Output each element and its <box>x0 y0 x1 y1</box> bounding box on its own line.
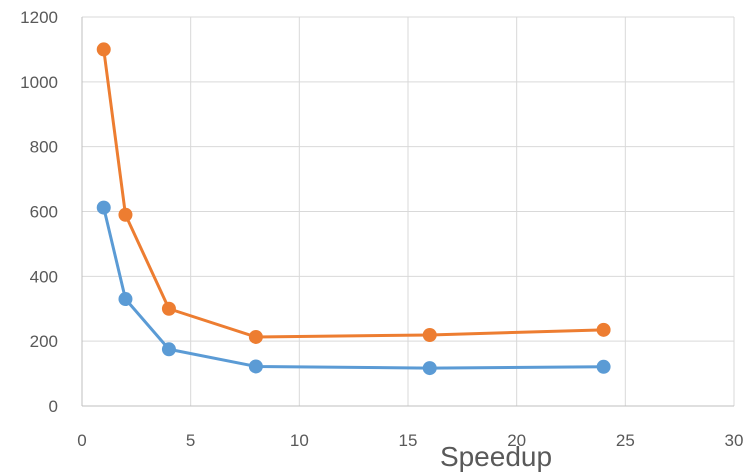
y-tick-label: 200 <box>30 332 58 351</box>
x-tick-label: 10 <box>290 431 309 450</box>
y-tick-label: 800 <box>30 138 58 157</box>
series-2-point <box>596 322 611 337</box>
x-axis-ticks: 0 5 10 15 20 25 30 <box>77 431 743 450</box>
series-1-point <box>118 292 133 307</box>
series-layer <box>96 42 611 376</box>
gridlines <box>81 16 735 407</box>
series-2-point <box>96 42 111 57</box>
x-tick-label: 25 <box>616 431 635 450</box>
series-1-point <box>161 342 176 357</box>
series-1-point <box>96 200 111 215</box>
y-tick-label: 400 <box>30 267 58 286</box>
series-1-line <box>102 206 606 370</box>
y-tick-label: 1200 <box>20 8 58 27</box>
series-1-point <box>596 359 611 374</box>
y-tick-label: 1000 <box>20 73 58 92</box>
series-2-point <box>422 328 437 343</box>
series-2-point <box>248 329 263 344</box>
x-axis-label: Speedup <box>440 441 552 472</box>
series-2-point <box>118 207 133 222</box>
series-1-point <box>248 359 263 374</box>
y-axis-ticks: 0 200 400 600 800 1000 1200 <box>20 8 58 416</box>
x-tick-label: 15 <box>399 431 418 450</box>
x-tick-label: 0 <box>77 431 86 450</box>
y-tick-label: 600 <box>30 203 58 222</box>
series-2-line <box>102 47 606 339</box>
x-tick-label: 30 <box>725 431 744 450</box>
x-tick-label: 5 <box>186 431 195 450</box>
x-tick-label: 20 <box>507 431 526 450</box>
series-2-point <box>161 301 176 316</box>
y-tick-label: 0 <box>49 397 58 416</box>
series-1-point <box>422 361 437 376</box>
